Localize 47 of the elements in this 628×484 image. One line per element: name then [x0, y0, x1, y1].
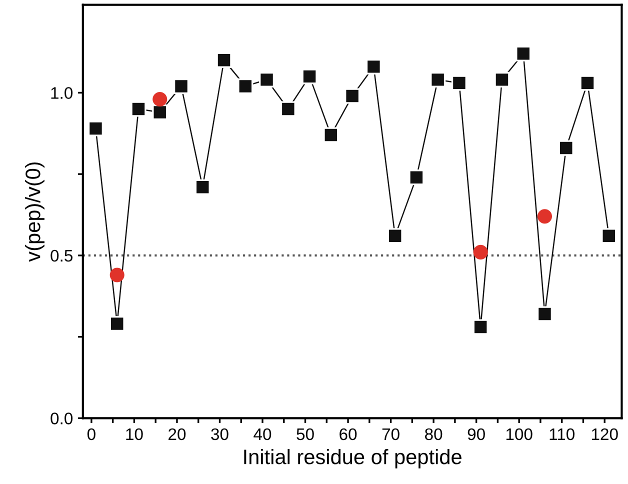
point — [494, 72, 510, 88]
point — [536, 306, 553, 322]
point — [344, 88, 360, 104]
point — [580, 75, 596, 91]
x-axis-title: Initial residue of peptide — [244, 448, 462, 468]
x-tick-label: 20 — [168, 428, 186, 440]
point — [558, 140, 574, 156]
x-tick-label: 40 — [254, 428, 272, 440]
x-tick-label: 70 — [382, 428, 400, 440]
point — [194, 179, 210, 195]
y-tick-label: 1.0 — [51, 87, 73, 99]
point — [238, 78, 254, 94]
y-tick-label: 0.0 — [50, 412, 73, 424]
point — [88, 120, 104, 136]
point — [302, 68, 318, 84]
x-tick-label: 120 — [592, 428, 618, 440]
point — [473, 244, 488, 260]
x-tick-label: 80 — [425, 428, 442, 440]
point — [130, 101, 146, 117]
x-tick-label: 60 — [340, 428, 357, 440]
point — [451, 75, 467, 91]
point — [472, 319, 488, 335]
x-tick-label: 0 — [87, 428, 96, 440]
x-tick-label: 100 — [506, 428, 532, 440]
point — [259, 72, 275, 88]
point — [430, 72, 446, 88]
point — [387, 228, 403, 244]
point — [110, 268, 124, 282]
point — [152, 104, 168, 120]
y-axis-title: v(pep)/v(0) — [25, 162, 44, 262]
x-tick-label: 50 — [296, 428, 314, 440]
point — [280, 101, 296, 117]
x-tick-label: 90 — [468, 428, 485, 440]
point — [323, 127, 339, 143]
point — [601, 228, 617, 244]
x-tick-label: 10 — [126, 428, 143, 440]
point — [537, 209, 552, 224]
point — [152, 92, 168, 107]
point — [408, 170, 424, 186]
point — [109, 316, 125, 332]
point — [216, 52, 232, 68]
y-tick-label: 0.5 — [50, 250, 72, 262]
point — [173, 78, 190, 94]
x-tick-label: 30 — [211, 428, 228, 440]
point — [516, 46, 532, 62]
x-tick-label: 110 — [550, 428, 574, 440]
point — [366, 58, 382, 74]
